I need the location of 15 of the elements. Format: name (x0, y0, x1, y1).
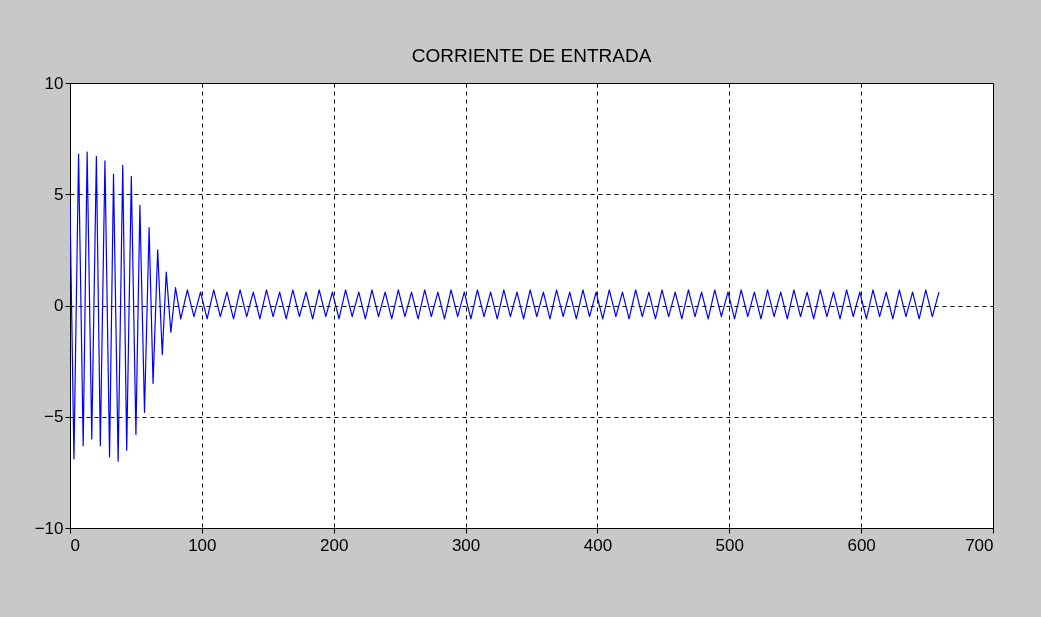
x-tick-label: 400 (583, 535, 613, 555)
y-tick-label: −5 (44, 407, 64, 427)
y-tick-label: −10 (34, 518, 64, 538)
x-tick-label: 300 (451, 535, 481, 555)
x-tick-label: 600 (847, 535, 876, 555)
x-tick-label: 700 (965, 535, 994, 555)
y-tick-label: 10 (44, 73, 64, 93)
x-tick-label: 200 (320, 535, 349, 555)
y-tick-label: 5 (54, 184, 64, 204)
x-tick-label: 500 (715, 535, 744, 555)
x-tick-label: 0 (70, 535, 80, 555)
line-series (70, 151, 940, 462)
x-tick-label: 100 (188, 535, 217, 555)
chart-title: CORRIENTE DE ENTRADA (411, 45, 652, 66)
y-tick-label: 0 (54, 296, 64, 315)
